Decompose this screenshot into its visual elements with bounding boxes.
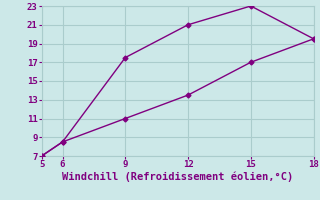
X-axis label: Windchill (Refroidissement éolien,°C): Windchill (Refroidissement éolien,°C) [62, 172, 293, 182]
